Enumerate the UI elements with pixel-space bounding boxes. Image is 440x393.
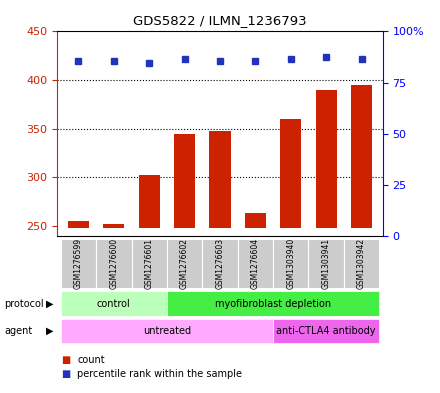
- Bar: [344, 239, 379, 288]
- Text: agent: agent: [4, 326, 33, 336]
- Text: GSM1276599: GSM1276599: [74, 238, 83, 289]
- Bar: [103, 224, 125, 228]
- Bar: [174, 134, 195, 228]
- Text: GSM1276604: GSM1276604: [251, 238, 260, 289]
- Text: GDS5822 / ILMN_1236793: GDS5822 / ILMN_1236793: [133, 14, 307, 27]
- Text: protocol: protocol: [4, 299, 44, 309]
- Text: GSM1276602: GSM1276602: [180, 238, 189, 289]
- Bar: [245, 213, 266, 228]
- Text: GSM1276601: GSM1276601: [145, 238, 154, 289]
- Bar: [238, 239, 273, 288]
- Text: GSM1303942: GSM1303942: [357, 238, 366, 289]
- Bar: [273, 319, 379, 343]
- Bar: [139, 175, 160, 228]
- Text: ▶: ▶: [46, 326, 54, 336]
- Text: ■: ■: [62, 369, 71, 379]
- Bar: [61, 239, 96, 288]
- Bar: [167, 239, 202, 288]
- Text: GSM1276603: GSM1276603: [216, 238, 224, 289]
- Bar: [96, 239, 132, 288]
- Text: percentile rank within the sample: percentile rank within the sample: [77, 369, 242, 379]
- Bar: [61, 291, 167, 316]
- Text: anti-CTLA4 antibody: anti-CTLA4 antibody: [276, 326, 376, 336]
- Bar: [315, 90, 337, 228]
- Bar: [209, 131, 231, 228]
- Text: untreated: untreated: [143, 326, 191, 336]
- Text: GSM1276600: GSM1276600: [109, 238, 118, 289]
- Text: ■: ■: [62, 354, 71, 365]
- Bar: [351, 85, 372, 228]
- Bar: [273, 239, 308, 288]
- Text: ▶: ▶: [46, 299, 54, 309]
- Bar: [308, 239, 344, 288]
- Bar: [68, 221, 89, 228]
- Bar: [202, 239, 238, 288]
- Text: count: count: [77, 354, 105, 365]
- Text: control: control: [97, 299, 131, 309]
- Text: myofibroblast depletion: myofibroblast depletion: [215, 299, 331, 309]
- Bar: [132, 239, 167, 288]
- Bar: [61, 319, 273, 343]
- Text: GSM1303940: GSM1303940: [286, 238, 295, 289]
- Text: GSM1303941: GSM1303941: [322, 238, 331, 289]
- Bar: [167, 291, 379, 316]
- Bar: [280, 119, 301, 228]
